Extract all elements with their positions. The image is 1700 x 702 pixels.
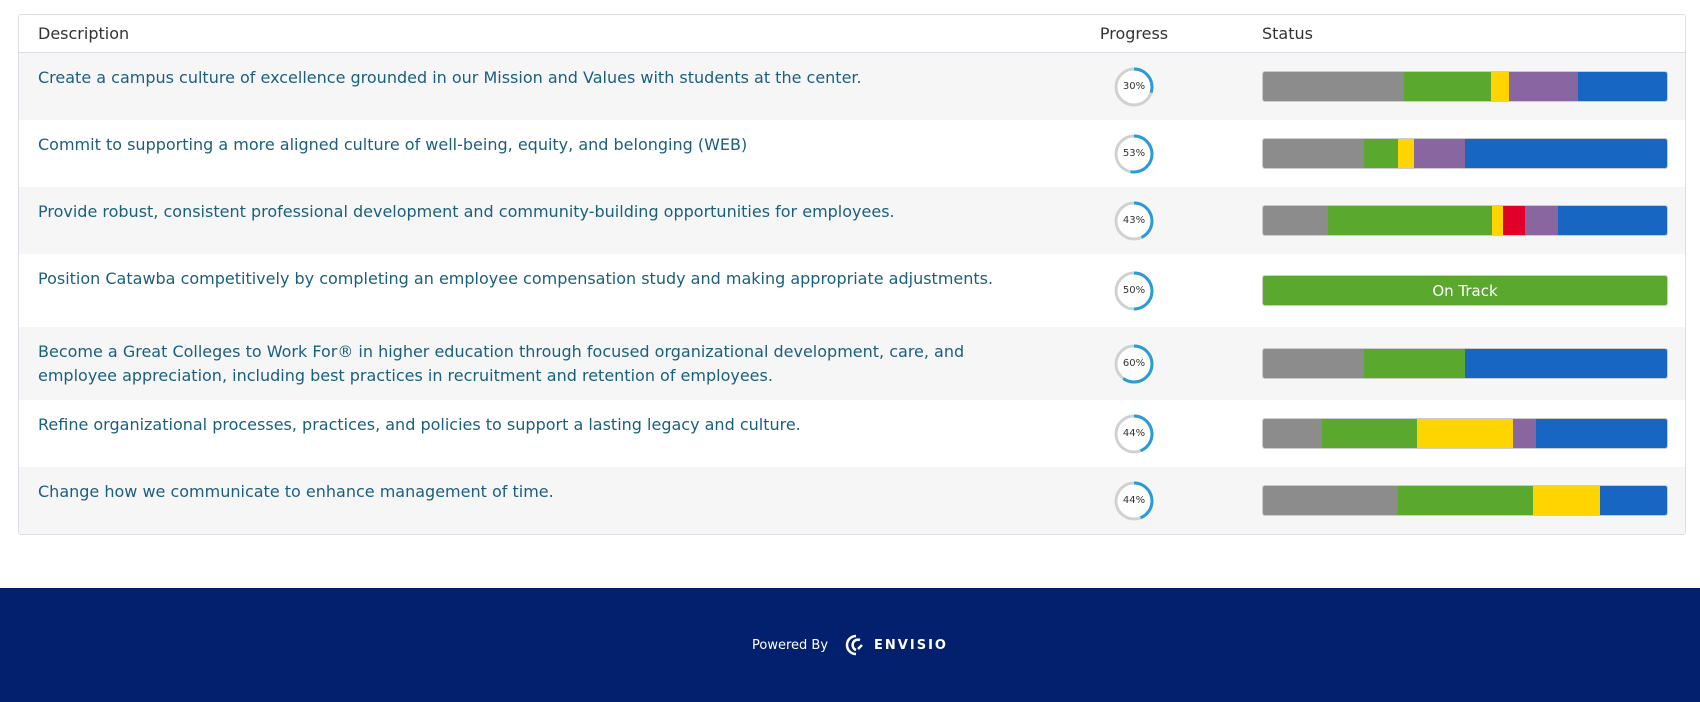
progress-label: 60% — [1122, 357, 1146, 369]
status-segment[interactable] — [1263, 139, 1364, 168]
table-row[interactable]: Change how we communicate to enhance man… — [19, 467, 1685, 534]
status-segment[interactable] — [1397, 486, 1533, 515]
progress-ring: 44% — [1113, 413, 1155, 455]
status-segment[interactable] — [1525, 206, 1558, 235]
status-bar[interactable] — [1262, 485, 1668, 516]
status-bar[interactable]: On Track — [1262, 275, 1668, 306]
status-segment[interactable] — [1414, 139, 1465, 168]
goal-description[interactable]: Refine organizational processes, practic… — [38, 415, 801, 434]
status-segment[interactable] — [1397, 139, 1415, 168]
status-segment[interactable] — [1599, 486, 1667, 515]
status-segment[interactable] — [1321, 419, 1417, 448]
table-row[interactable]: Provide robust, consistent professional … — [19, 187, 1685, 254]
status-bar[interactable] — [1262, 348, 1668, 379]
status-segment[interactable] — [1363, 349, 1465, 378]
goal-description[interactable]: Commit to supporting a more aligned cult… — [38, 135, 748, 154]
status-segment[interactable] — [1532, 486, 1600, 515]
progress-ring: 53% — [1113, 133, 1155, 175]
status-segment[interactable] — [1557, 206, 1667, 235]
goal-description[interactable]: Position Catawba competitively by comple… — [38, 269, 994, 288]
status-segment[interactable] — [1490, 72, 1509, 101]
header-progress[interactable]: Progress — [1099, 24, 1169, 43]
envisio-logo[interactable]: ENVISIO — [844, 633, 948, 657]
status-segment[interactable] — [1508, 72, 1579, 101]
table-row[interactable]: Create a campus culture of excellence gr… — [19, 53, 1685, 120]
status-segment[interactable] — [1464, 139, 1667, 168]
status-bar[interactable] — [1262, 418, 1668, 449]
status-segment[interactable] — [1263, 419, 1322, 448]
goal-description[interactable]: Create a campus culture of excellence gr… — [38, 68, 862, 87]
table-header: Description Progress Status — [19, 15, 1685, 53]
progress-ring: 43% — [1113, 200, 1155, 242]
table-row[interactable]: Become a Great Colleges to Work For® in … — [19, 327, 1685, 400]
status-segment[interactable] — [1416, 419, 1513, 448]
status-segment[interactable] — [1363, 139, 1398, 168]
powered-by-label: Powered By — [752, 637, 829, 653]
status-segment[interactable] — [1263, 72, 1404, 101]
status-segment[interactable] — [1263, 486, 1398, 515]
header-description[interactable]: Description — [38, 24, 130, 43]
progress-ring: 30% — [1113, 66, 1155, 108]
status-bar[interactable] — [1262, 71, 1668, 102]
table-row[interactable]: Position Catawba competitively by comple… — [19, 254, 1685, 327]
progress-ring: 60% — [1113, 343, 1155, 385]
footer: Powered By ENVISIO — [0, 588, 1700, 702]
progress-ring: 50% — [1113, 270, 1155, 312]
status-bar[interactable] — [1262, 205, 1668, 236]
status-segment[interactable] — [1578, 72, 1667, 101]
status-segment[interactable] — [1328, 206, 1493, 235]
envisio-logo-icon — [845, 634, 863, 656]
table-row[interactable]: Commit to supporting a more aligned cult… — [19, 120, 1685, 187]
goal-description[interactable]: Become a Great Colleges to Work For® in … — [38, 342, 965, 385]
status-segment[interactable] — [1502, 206, 1526, 235]
status-bar[interactable] — [1262, 138, 1668, 169]
status-segment[interactable] — [1492, 206, 1503, 235]
goal-description[interactable]: Provide robust, consistent professional … — [38, 202, 895, 221]
progress-label: 44% — [1122, 427, 1146, 439]
progress-label: 30% — [1122, 80, 1146, 92]
status-segment[interactable] — [1263, 206, 1329, 235]
status-segment[interactable] — [1464, 349, 1667, 378]
table-row[interactable]: Refine organizational processes, practic… — [19, 400, 1685, 467]
progress-label: 44% — [1122, 494, 1146, 506]
status-segment[interactable] — [1512, 419, 1537, 448]
status-segment[interactable] — [1536, 419, 1667, 448]
progress-ring: 44% — [1113, 480, 1155, 522]
status-segment[interactable] — [1263, 349, 1364, 378]
goals-table: Description Progress Status Create a cam… — [18, 14, 1686, 535]
status-on-track[interactable]: On Track — [1263, 276, 1667, 305]
envisio-brand: ENVISIO — [874, 637, 948, 653]
status-segment[interactable] — [1403, 72, 1491, 101]
header-status[interactable]: Status — [1262, 24, 1313, 43]
progress-label: 50% — [1122, 284, 1146, 296]
progress-label: 43% — [1122, 214, 1146, 226]
progress-label: 53% — [1122, 147, 1146, 159]
goal-description[interactable]: Change how we communicate to enhance man… — [38, 482, 554, 501]
